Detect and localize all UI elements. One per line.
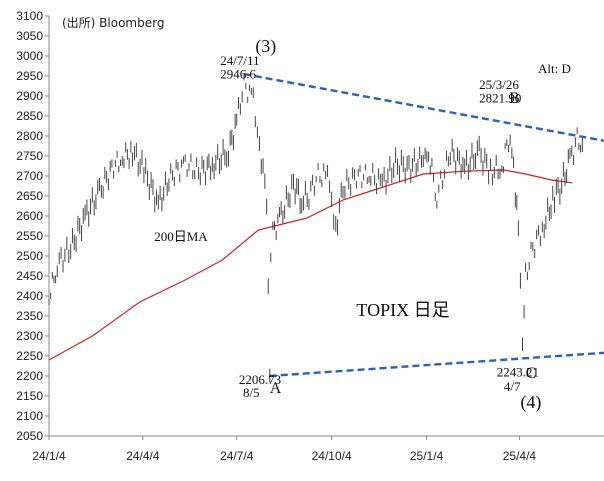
source-label: (出所) Bloomberg xyxy=(62,16,164,30)
y-tick-label: 3100 xyxy=(16,9,43,23)
annotation-label: 4/7 xyxy=(504,379,521,394)
y-tick-label: 2450 xyxy=(16,269,43,283)
y-tick-label: 2600 xyxy=(16,209,43,223)
y-tick-label: 2250 xyxy=(16,349,43,363)
y-tick-label: 2300 xyxy=(16,329,43,343)
x-tick-label: 25/1/4 xyxy=(410,449,444,463)
annotation-label: 2821.90 xyxy=(479,90,521,105)
annotation-label: C xyxy=(526,365,537,382)
y-tick-label: 2950 xyxy=(16,69,43,83)
y-tick-label: 2550 xyxy=(16,229,43,243)
y-tick-label: 2850 xyxy=(16,109,43,123)
x-tick-label: 24/10/4 xyxy=(312,449,352,463)
annotation-label: 200日MA xyxy=(154,229,208,244)
ma200-line xyxy=(48,169,573,361)
y-tick-label: 3000 xyxy=(16,49,43,63)
y-tick-label: 2350 xyxy=(16,309,43,323)
x-tick-label: 24/4/4 xyxy=(126,449,160,463)
y-tick-label: 2400 xyxy=(16,289,43,303)
y-tick-label: 2200 xyxy=(16,369,43,383)
y-tick-label: 2050 xyxy=(16,429,43,443)
y-tick-label: 2500 xyxy=(16,249,43,263)
series-layer xyxy=(48,73,583,383)
y-tick-label: 2650 xyxy=(16,189,43,203)
upper-trendline xyxy=(243,72,604,142)
alt-label: Alt: D xyxy=(538,61,571,76)
lower-trendline xyxy=(269,351,604,378)
y-tick-label: 2150 xyxy=(16,389,43,403)
x-axis: 24/1/4 24/4/4 24/7/4 24/10/4 25/1/4 25/4/4 xyxy=(32,436,536,463)
annotation-label: B xyxy=(509,90,520,107)
annotation-label: 24/7/11 xyxy=(220,53,259,68)
annotation-label: 2243.21 xyxy=(497,364,539,379)
x-tick-label: 25/4/4 xyxy=(503,449,537,463)
x-tick-label: 24/7/4 xyxy=(220,449,254,463)
annotation-label: A xyxy=(270,380,282,397)
trendlines xyxy=(243,72,604,378)
annotation-label: (4) xyxy=(520,392,541,413)
annotation-label: 2946.6 xyxy=(220,66,256,81)
annotation-label: (3) xyxy=(255,36,276,57)
y-tick-label: 2900 xyxy=(16,89,43,103)
annotation-label: TOPIX 日足 xyxy=(356,300,449,320)
annotation-label: 25/3/26 xyxy=(479,77,519,92)
y-tick-label: 2100 xyxy=(16,409,43,423)
x-tick-label: 24/1/4 xyxy=(32,449,66,463)
y-axis: 3100 3050 3000 2950 2900 2850 2800 2750 2700 2650… xyxy=(16,9,49,443)
y-tick-label: 2800 xyxy=(16,129,43,143)
y-tick-label: 2700 xyxy=(16,169,43,183)
y-tick-label: 3050 xyxy=(16,29,43,43)
annotation-label: 2206.73 xyxy=(239,372,281,387)
y-tick-label: 2750 xyxy=(16,149,43,163)
price-series xyxy=(48,73,583,383)
annotation-label: 8/5 xyxy=(243,385,260,400)
